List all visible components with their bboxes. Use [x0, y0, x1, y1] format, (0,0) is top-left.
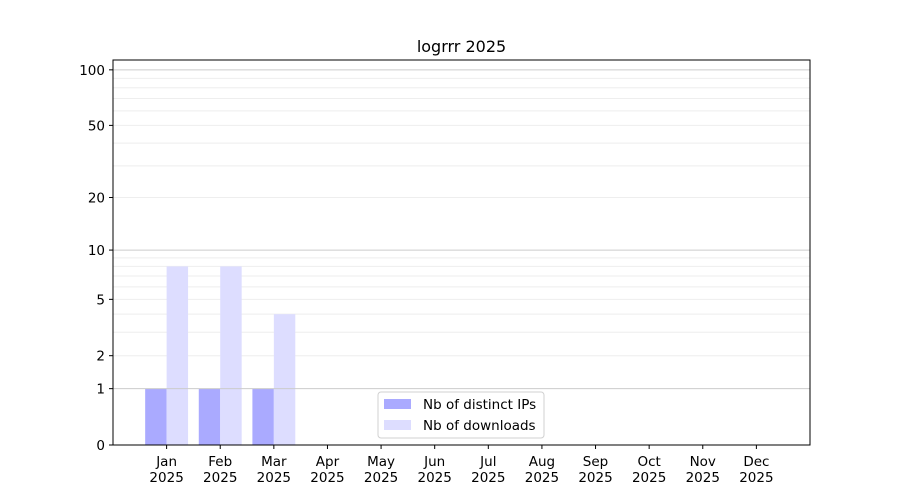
y-tick-label: 10 — [88, 243, 105, 259]
x-tick-label: Dec 2025 — [739, 454, 773, 486]
y-tick-label: 1 — [96, 382, 105, 398]
legend-label-ips: Nb of distinct IPs — [423, 397, 536, 413]
x-tick-label: Jul 2025 — [471, 454, 505, 486]
grid-overlay — [113, 69, 810, 390]
x-tick-label: Jun 2025 — [418, 454, 452, 486]
legend: Nb of distinct IPs Nb of downloads — [377, 391, 545, 439]
chart-title: logrrr 2025 — [417, 37, 506, 56]
y-tick-label: 100 — [79, 63, 105, 79]
x-tick-label: Oct 2025 — [632, 454, 666, 486]
x-axis: Jan 2025 Feb 2025 Mar 2025 Apr 2025 May 2025 Jun 20… — [149, 445, 774, 486]
x-tick-label: Nov 2025 — [686, 454, 720, 486]
grid — [113, 77, 810, 357]
bars — [145, 266, 296, 445]
bar — [220, 266, 242, 445]
y-tick-label: 0 — [96, 438, 105, 454]
bar — [166, 266, 189, 445]
legend-label-downloads: Nb of downloads — [423, 418, 536, 434]
x-tick-label: Feb 2025 — [203, 454, 237, 486]
x-tick-label: Apr 2025 — [310, 454, 344, 486]
y-axis: 0 1 2 5 10 20 50 100 — [79, 63, 113, 454]
bar — [252, 388, 274, 445]
legend-swatch-downloads — [384, 420, 411, 430]
x-tick-label: Aug 2025 — [525, 454, 559, 486]
x-tick-label: Jan 2025 — [149, 454, 183, 486]
x-tick-label: May 2025 — [364, 454, 398, 486]
legend-frame — [377, 391, 545, 439]
bar — [273, 314, 296, 445]
bar — [145, 388, 167, 445]
y-tick-label: 2 — [96, 349, 105, 365]
y-tick-label: 50 — [88, 118, 105, 134]
plot-frame — [112, 59, 811, 446]
bar — [198, 388, 221, 445]
y-tick-label: 20 — [88, 191, 105, 207]
x-tick-label: Mar 2025 — [257, 454, 291, 486]
legend-swatch-ips — [384, 399, 411, 409]
x-tick-label: Sep 2025 — [578, 454, 612, 486]
y-tick-label: 5 — [96, 292, 105, 308]
